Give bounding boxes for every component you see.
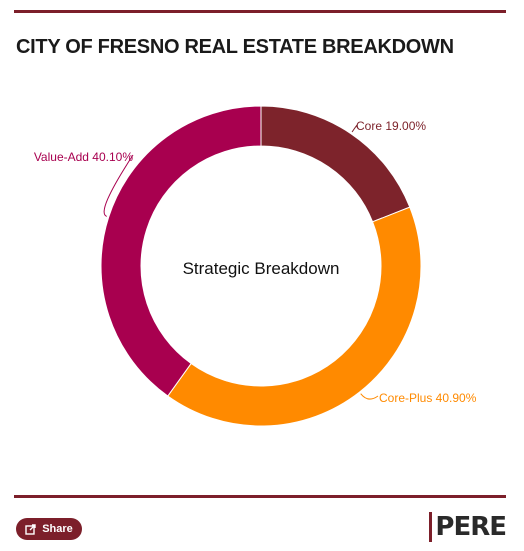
slice-core-plus[interactable] (167, 206, 422, 427)
top-rule (14, 10, 506, 13)
slice-label-value-add: Value-Add 40.10% (34, 150, 134, 164)
leader-line-value-add (103, 154, 134, 217)
brand-bar (429, 512, 433, 542)
share-icon (25, 524, 36, 535)
leader-line-core (351, 124, 358, 133)
brand-logo: PERE (429, 512, 507, 542)
brand-text: PERE (435, 512, 507, 542)
center-label: Strategic Breakdown (183, 259, 340, 278)
slice-value-add[interactable] (100, 105, 262, 397)
bottom-rule (14, 495, 506, 498)
share-button[interactable]: Share (16, 518, 82, 540)
slice-label-core: Core 19.00% (356, 119, 426, 133)
share-label: Share (42, 523, 73, 535)
page-title: CITY OF FRESNO REAL ESTATE BREAKDOWN (16, 36, 454, 58)
slice-label-core-plus: Core-Plus 40.90% (379, 391, 477, 405)
leader-line-core-plus (360, 393, 379, 400)
